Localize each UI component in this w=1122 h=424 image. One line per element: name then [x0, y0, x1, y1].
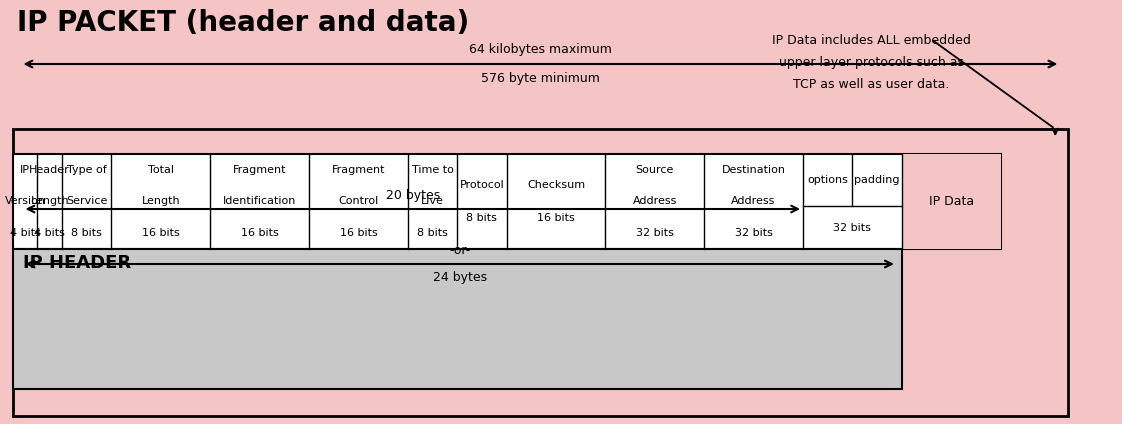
Text: Service: Service	[66, 196, 108, 206]
Text: 16 bits: 16 bits	[340, 228, 377, 238]
Text: IP HEADER: IP HEADER	[22, 254, 131, 272]
Text: Length: Length	[141, 196, 181, 206]
Text: Total: Total	[148, 165, 174, 175]
Text: 20 bytes: 20 bytes	[386, 189, 440, 202]
Text: Live: Live	[421, 196, 444, 206]
Text: Version: Version	[4, 196, 46, 206]
Text: upper layer protocols such as: upper layer protocols such as	[779, 56, 964, 69]
Text: IP Data: IP Data	[929, 195, 974, 208]
Text: IP: IP	[20, 165, 30, 175]
Text: Destination: Destination	[721, 165, 785, 175]
Text: Checksum: Checksum	[527, 180, 585, 190]
Text: Protocol: Protocol	[460, 180, 504, 190]
Bar	[12, 154, 1001, 249]
Text: 32 bits: 32 bits	[636, 228, 673, 238]
Bar	[12, 249, 902, 389]
Text: options: options	[807, 175, 848, 185]
Text: IP PACKET (header and data): IP PACKET (header and data)	[17, 9, 469, 37]
Text: padding: padding	[854, 175, 900, 185]
Text: -or-: -or-	[449, 244, 470, 257]
Text: 16 bits: 16 bits	[241, 228, 278, 238]
Text: 8 bits: 8 bits	[72, 228, 102, 238]
Text: Fragment: Fragment	[332, 165, 385, 175]
Text: 32 bits: 32 bits	[735, 228, 772, 238]
Text: Address: Address	[732, 196, 775, 206]
Text: Time to: Time to	[412, 165, 453, 175]
Text: Header: Header	[29, 165, 70, 175]
Text: 8 bits: 8 bits	[467, 213, 497, 223]
Text: 16 bits: 16 bits	[537, 213, 574, 223]
Text: 16 bits: 16 bits	[142, 228, 180, 238]
Text: 32 bits: 32 bits	[834, 223, 872, 233]
Text: 4 bits: 4 bits	[35, 228, 65, 238]
Text: 64 kilobytes maximum: 64 kilobytes maximum	[469, 43, 611, 56]
Text: 24 bytes: 24 bytes	[433, 271, 487, 284]
Text: Source: Source	[635, 165, 674, 175]
Text: 576 byte minimum: 576 byte minimum	[481, 72, 600, 85]
Text: Control: Control	[338, 196, 378, 206]
Text: Type of: Type of	[67, 165, 107, 175]
Text: 8 bits: 8 bits	[417, 228, 448, 238]
Bar	[12, 129, 1068, 416]
Text: IP Data includes ALL embedded: IP Data includes ALL embedded	[772, 34, 971, 47]
Text: Address: Address	[633, 196, 677, 206]
Text: 4 bits: 4 bits	[10, 228, 40, 238]
Text: Identification: Identification	[223, 196, 296, 206]
Bar	[902, 154, 1001, 249]
Text: Length: Length	[30, 196, 70, 206]
Text: TCP as well as user data.: TCP as well as user data.	[793, 78, 949, 91]
Text: Fragment: Fragment	[233, 165, 286, 175]
